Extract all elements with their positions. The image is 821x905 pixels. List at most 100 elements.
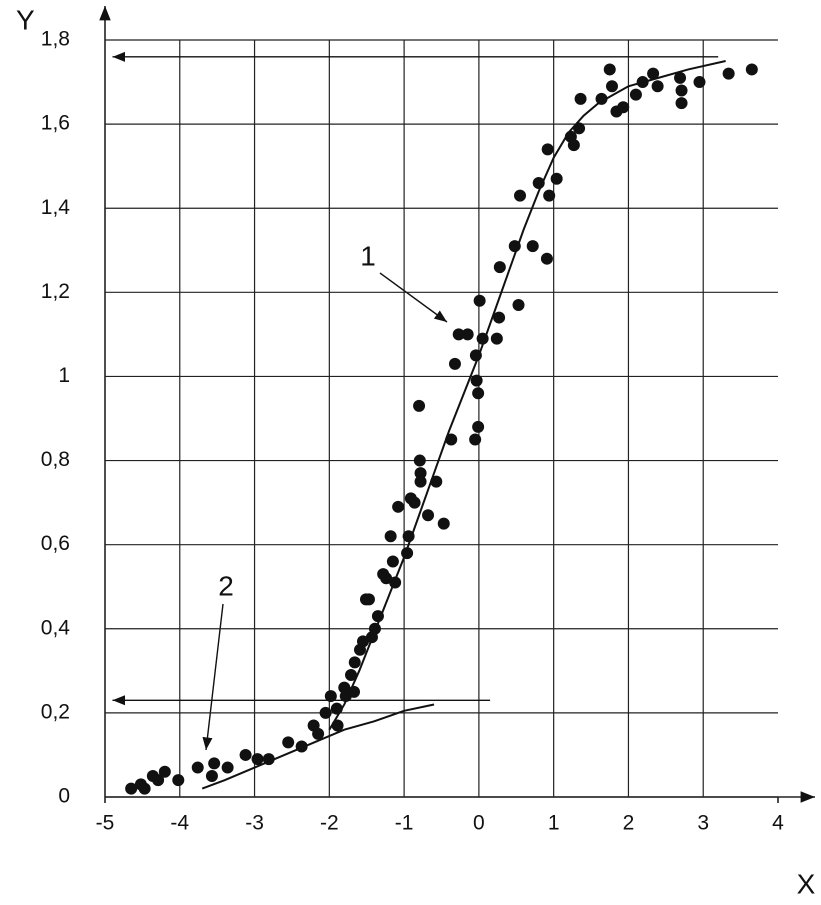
- data-point: [512, 298, 525, 311]
- data-point: [430, 475, 443, 488]
- x-tick-label: -3: [245, 812, 264, 835]
- data-point: [401, 547, 414, 560]
- data-point: [514, 189, 527, 202]
- data-point: [617, 101, 630, 114]
- data-point: [437, 517, 450, 530]
- fit-curve: [328, 60, 726, 731]
- data-point: [445, 433, 458, 446]
- x-tick-label: -5: [96, 812, 115, 835]
- fit-curve: [201, 703, 435, 790]
- data-point: [239, 748, 252, 761]
- x-tick-label: 2: [623, 812, 635, 835]
- data-point: [386, 555, 399, 568]
- data-point: [745, 63, 758, 76]
- data-point: [319, 706, 332, 719]
- y-axis-label: Y: [16, 4, 35, 35]
- y-tick-label: 1,8: [41, 28, 70, 51]
- data-point: [158, 765, 171, 778]
- data-point: [567, 139, 580, 152]
- data-point: [605, 80, 618, 93]
- data-point: [422, 509, 435, 522]
- data-point: [282, 736, 295, 749]
- data-point: [191, 761, 204, 774]
- data-point: [348, 656, 361, 669]
- data-point: [541, 143, 554, 156]
- data-point: [674, 71, 687, 84]
- data-point: [651, 80, 664, 93]
- data-point: [472, 420, 485, 433]
- data-point: [413, 399, 426, 412]
- data-point: [675, 97, 688, 110]
- x-tick-label: 0: [473, 812, 485, 835]
- x-tick-label: 3: [697, 812, 709, 835]
- data-point: [603, 63, 616, 76]
- data-point: [448, 357, 461, 370]
- data-point: [414, 475, 427, 488]
- data-point: [469, 349, 482, 362]
- annotation: 1: [360, 240, 376, 271]
- data-point: [540, 252, 553, 265]
- data-point: [636, 76, 649, 89]
- data-point: [348, 685, 361, 698]
- data-point: [368, 622, 381, 635]
- data-point: [543, 189, 556, 202]
- data-point: [221, 761, 234, 774]
- data-point: [647, 67, 660, 80]
- data-point: [526, 240, 539, 253]
- data-point: [251, 753, 264, 766]
- annotation-arrow: [202, 603, 224, 751]
- y-tick-label: 1,4: [41, 196, 71, 219]
- data-point: [408, 496, 421, 509]
- data-point: [573, 122, 586, 135]
- data-point: [356, 635, 369, 648]
- y-tick-label: 0,6: [41, 532, 70, 555]
- data-point: [295, 740, 308, 753]
- data-point: [125, 782, 138, 795]
- data-point: [476, 332, 489, 345]
- data-point: [452, 328, 465, 341]
- data-point: [493, 261, 506, 274]
- data-point: [389, 576, 402, 589]
- data-point: [693, 76, 706, 89]
- data-point: [469, 433, 482, 446]
- data-point: [470, 374, 483, 387]
- data-point: [205, 769, 218, 782]
- data-point: [371, 610, 384, 623]
- data-point: [473, 294, 486, 307]
- data-point: [362, 593, 375, 606]
- data-point: [532, 176, 545, 189]
- data-point: [345, 669, 358, 682]
- y-tick-label: 0: [58, 785, 70, 808]
- x-tick-label: 1: [548, 812, 560, 835]
- data-point: [324, 690, 337, 703]
- x-tick-label: 4: [772, 812, 784, 835]
- data-point: [172, 774, 185, 787]
- y-tick-label: 0,4: [41, 616, 71, 639]
- data-point: [402, 530, 415, 543]
- x-tick-label: -4: [170, 812, 189, 835]
- data-point: [722, 67, 735, 80]
- x-axis-label: X: [797, 868, 816, 899]
- data-point: [461, 328, 474, 341]
- data-point: [472, 387, 485, 400]
- data-point: [380, 572, 393, 585]
- data-point: [413, 454, 426, 467]
- data-point: [312, 727, 325, 740]
- data-point: [208, 757, 221, 770]
- y-tick-label: 1,2: [41, 280, 70, 303]
- data-point: [392, 500, 405, 513]
- annotation: 2: [218, 570, 234, 601]
- y-tick-label: 1: [58, 364, 70, 387]
- data-point: [550, 172, 563, 185]
- data-point: [414, 467, 427, 480]
- data-point: [493, 311, 506, 324]
- data-point: [384, 530, 397, 543]
- x-tick-label: -1: [395, 812, 414, 835]
- data-point: [490, 332, 503, 345]
- data-point: [138, 782, 151, 795]
- data-point: [152, 774, 165, 787]
- data-point: [595, 92, 608, 105]
- y-tick-label: 1,6: [41, 112, 70, 135]
- y-tick-label: 0,2: [41, 700, 70, 723]
